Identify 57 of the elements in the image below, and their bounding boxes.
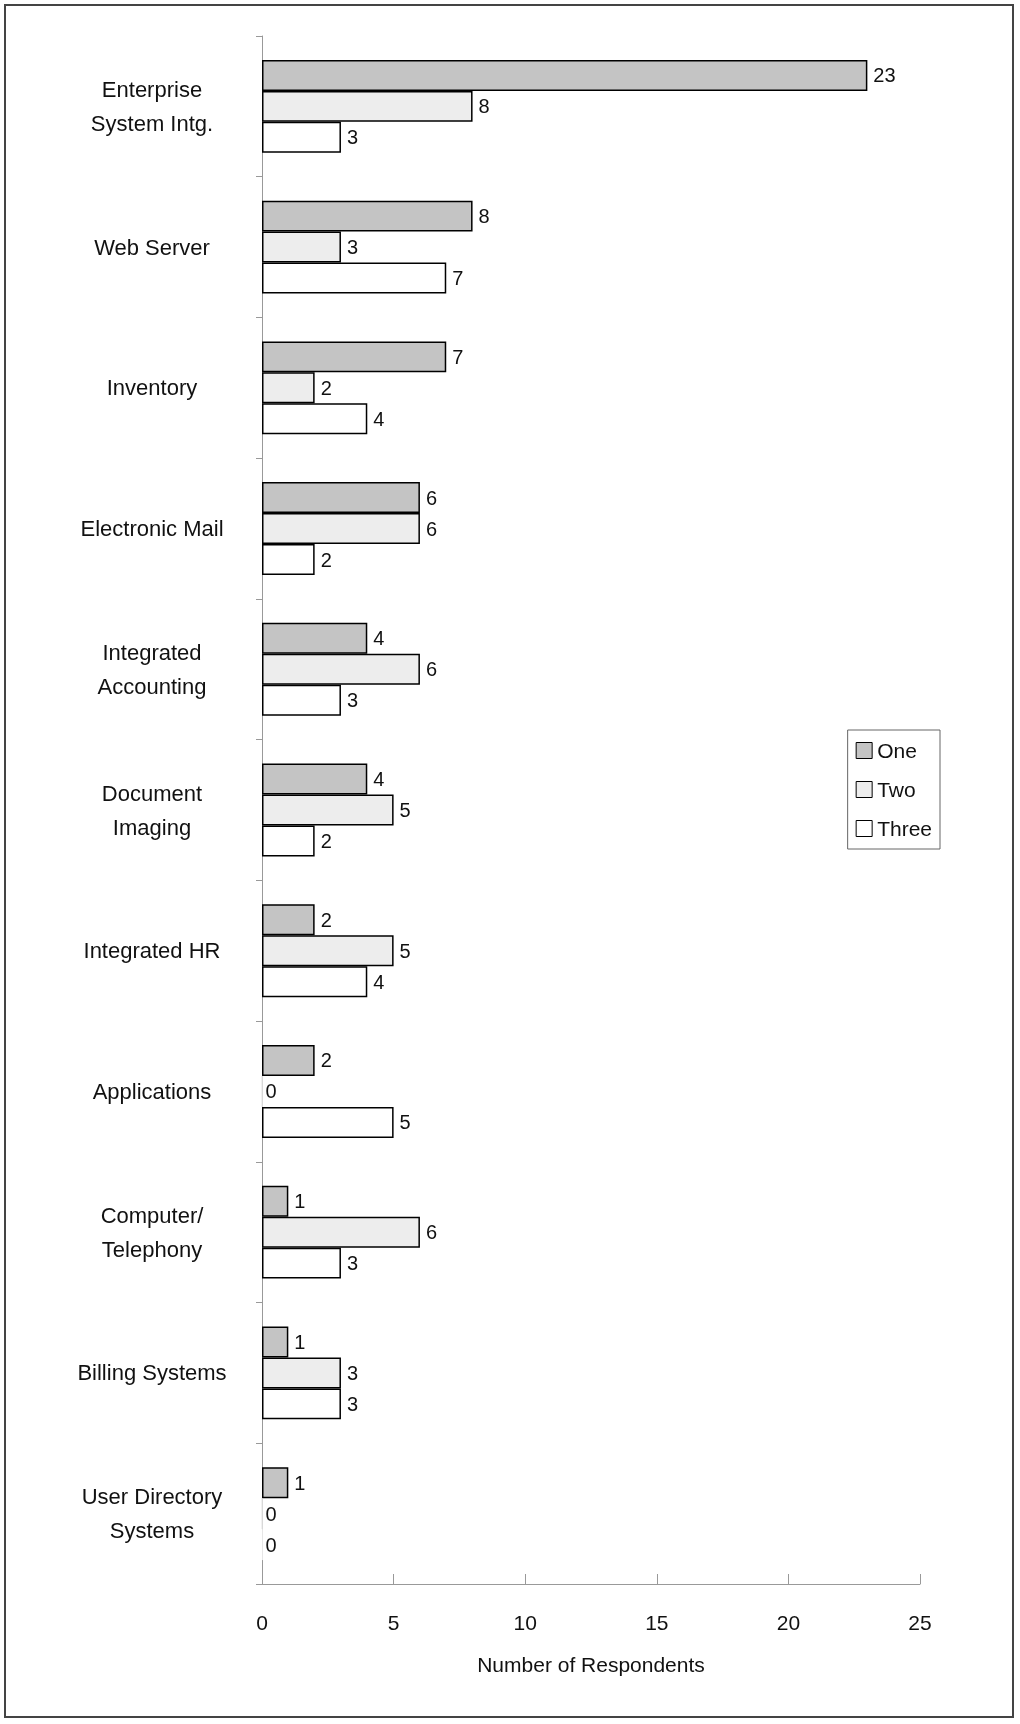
y-tick-label: Web Server [94,234,210,260]
data-label: 8 [478,95,490,118]
data-label: 1 [294,1330,306,1353]
y-tick-label: Inventory [106,375,198,401]
data-label: 2 [320,548,332,571]
data-label: 3 [346,1252,359,1275]
x-tick-label: 5 [387,1611,400,1634]
data-label: 5 [399,799,411,821]
data-label: 5 [399,1111,411,1134]
data-label: 2 [320,829,332,852]
data-label: 0 [265,1080,277,1103]
data-label: 6 [425,517,438,540]
data-label: 3 [346,236,359,259]
y-tick-label: Computer/ Telephony [100,1202,205,1262]
data-label: 8 [478,205,490,228]
data-label: 2 [320,1049,332,1072]
data-label: 4 [373,768,385,791]
data-label: 7 [452,267,464,290]
x-tick-label: 15 [645,1611,669,1634]
data-label: 2 [320,376,332,399]
data-label: 4 [373,407,385,430]
legend-label: Three [877,817,932,840]
x-tick-label: 25 [908,1611,932,1634]
x-axis-title: Number of Respondents [477,1653,705,1676]
y-tick-label: Billing Systems [77,1360,227,1386]
y-tick-label: Electronic Mail [80,516,224,542]
data-label: 23 [873,64,896,87]
y-tick-label: Applications [92,1078,212,1104]
data-label: 6 [425,486,438,509]
data-label: 6 [425,1221,438,1244]
y-tick-label: Integrated Accounting [97,639,207,699]
legend-label: Two [877,778,916,801]
data-label: 3 [346,126,359,149]
x-tick-label: 10 [513,1611,537,1634]
data-label: 7 [452,345,464,368]
legend-label: One [877,739,917,762]
x-tick-label: 0 [256,1611,268,1634]
data-label: 3 [346,689,359,712]
data-label: 0 [265,1533,277,1556]
bar [262,1045,315,1076]
y-tick-label: Integrated HR [83,938,221,964]
data-label: 1 [294,1190,306,1213]
data-label: 1 [294,1471,306,1494]
bar [262,1106,394,1138]
y-tick-label: User Directory Systems [81,1484,223,1544]
data-label: 6 [425,658,438,681]
y-tick-label: Document Imaging [101,780,203,840]
data-label: 4 [373,970,385,993]
data-label: 2 [320,908,332,931]
data-label: 3 [346,1392,359,1415]
bar [262,1467,289,1499]
data-label: 5 [399,939,411,962]
data-label: 4 [373,627,385,650]
y-tick-label: Enterprise System Intg. [90,76,214,136]
data-label: 3 [346,1361,359,1384]
x-tick-label: 20 [776,1611,801,1634]
data-label: 0 [265,1502,277,1525]
